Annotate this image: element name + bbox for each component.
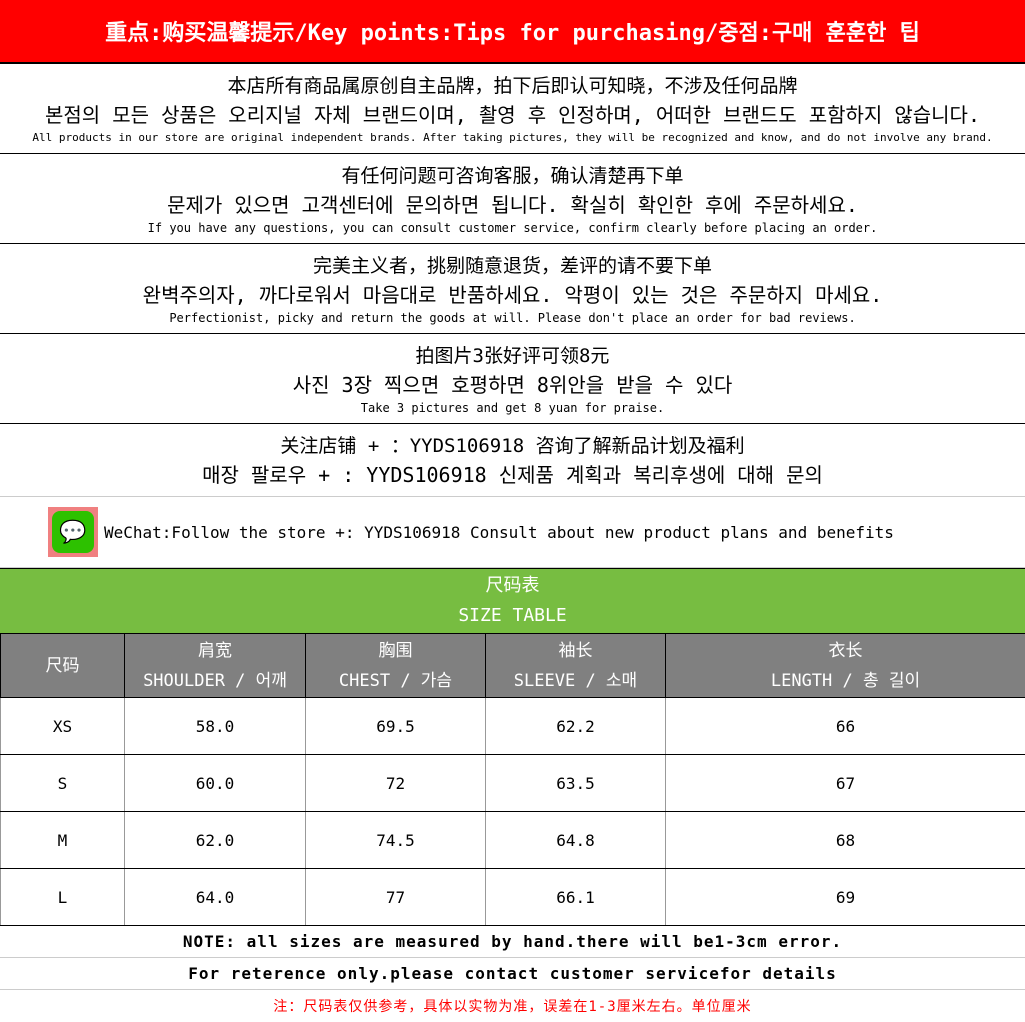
table-cell: 64.0: [124, 868, 306, 926]
wechat-icon: 💬: [48, 507, 98, 557]
table-cell: 64.8: [485, 811, 666, 869]
table-cell: XS: [0, 697, 125, 755]
tip-ko: 문제가 있으면 고객센터에 문의하면 됩니다. 확실히 확인한 후에 주문하세요…: [167, 192, 858, 217]
column-header: 尺码: [0, 633, 125, 698]
table-cell: 62.2: [485, 697, 666, 755]
table-cell: 74.5: [305, 811, 486, 869]
column-header: 衣长 LENGTH / 총 길이: [665, 633, 1025, 698]
tip-section-4: 拍图片3张好评可领8元 사진 3장 찍으면 호평하면 8위안을 받을 수 있다 …: [0, 334, 1025, 424]
column-header: 肩宽 SHOULDER / 어깨: [124, 633, 306, 698]
column-header-zh: 袖长: [558, 640, 593, 661]
table-cell: 66: [665, 697, 1025, 755]
tip-en: Take 3 pictures and get 8 yuan for prais…: [360, 400, 665, 415]
tip-ko: 본점의 모든 상품은 오리지널 자체 브랜드이며, 촬영 후 인정하며, 어떠한…: [44, 102, 980, 127]
table-cell: S: [0, 754, 125, 812]
table-row: S 60.0 72 63.5 67: [0, 754, 1025, 812]
table-row: M 62.0 74.5 64.8 68: [0, 811, 1025, 869]
column-header-zh: 衣长: [828, 640, 863, 661]
note-1: NOTE: all sizes are measured by hand.the…: [0, 926, 1025, 958]
tip-section-3: 完美主义者，挑剔随意退货，差评的请不要下单 완벽주의자, 까다로워서 마음대로 …: [0, 244, 1025, 334]
tip-en: Perfectionist, picky and return the good…: [169, 310, 856, 325]
header-title: 重点:购买温馨提示/Key points:Tips for purchasing…: [105, 21, 920, 46]
table-cell: 58.0: [124, 697, 306, 755]
column-header-zh: 胸围: [378, 640, 413, 661]
table-cell: 72: [305, 754, 486, 812]
table-cell: 67: [665, 754, 1025, 812]
tip-en: If you have any questions, you can consu…: [147, 220, 878, 235]
note-2: For reterence only.please contact custom…: [0, 958, 1025, 990]
wechat-text: WeChat:Follow the store +: YYDS106918 Co…: [104, 522, 894, 542]
table-cell: 68: [665, 811, 1025, 869]
size-table-title-en: SIZE TABLE: [458, 605, 567, 626]
tip-zh: 有任何问题可咨询客服，确认清楚再下单: [341, 164, 684, 187]
note-3: 注：尺码表仅供参考，具体以实物为准，误差在1-3厘米左右。单位厘米: [273, 999, 752, 1015]
column-header-en: CHEST / 가슴: [338, 670, 453, 691]
tip-ko: 사진 3장 찍으면 호평하면 8위안을 받을 수 있다: [292, 372, 733, 397]
tip-en: All products in our store are original i…: [32, 130, 993, 144]
tip-section-1: 本店所有商品属原创自主品牌，拍下后即认可知晓，不涉及任何品牌 본점의 모든 상품…: [0, 64, 1025, 154]
column-header-zh: 肩宽: [198, 640, 232, 661]
tip-ko: 완벽주의자, 까다로워서 마음대로 반품하세요. 악평이 있는 것은 주문하지 …: [142, 282, 883, 307]
column-header: 胸围 CHEST / 가슴: [305, 633, 486, 698]
table-cell: 77: [305, 868, 486, 926]
column-header-zh: 尺码: [45, 655, 80, 676]
tip-zh: 拍图片3张好评可领8元: [415, 344, 610, 367]
table-cell: 62.0: [124, 811, 306, 869]
tip-ko: 매장 팔로우 + : YYDS106918 신제품 계획과 복리후생에 대해 문…: [202, 463, 823, 487]
table-cell: 66.1: [485, 868, 666, 926]
tip-zh: 完美主义者，挑剔随意退货，差评的请不要下单: [312, 254, 712, 277]
table-cell: 60.0: [124, 754, 306, 812]
column-header: 袖长 SLEEVE / 소매: [485, 633, 666, 698]
tip-section-5: 关注店铺 + ：YYDS106918 咨询了解新品计划及福利 매장 팔로우 + …: [0, 424, 1025, 497]
tip-section-2: 有任何问题可咨询客服，确认清楚再下单 문제가 있으면 고객센터에 문의하면 됩니…: [0, 154, 1025, 244]
table-row: XS 58.0 69.5 62.2 66: [0, 697, 1025, 755]
wechat-row: 💬 WeChat:Follow the store +: YYDS106918 …: [0, 497, 1025, 568]
table-cell: 69.5: [305, 697, 486, 755]
tip-zh: 本店所有商品属原创自主品牌，拍下后即认可知晓，不涉及任何品牌: [227, 74, 798, 97]
tip-zh: 关注店铺 + ：YYDS106918 咨询了解新品计划及福利: [280, 435, 745, 457]
size-table: 尺码 肩宽 SHOULDER / 어깨 胸围 CHEST / 가슴 袖长 SLEEVE / …: [0, 633, 1025, 926]
table-cell: 63.5: [485, 754, 666, 812]
table-cell: M: [0, 811, 125, 869]
table-cell: 69: [665, 868, 1025, 926]
table-cell: L: [0, 868, 125, 926]
column-header-en: SHOULDER / 어깨: [143, 670, 287, 691]
table-row: L 64.0 77 66.1 69: [0, 868, 1025, 926]
size-table-title-zh: 尺码表: [485, 575, 540, 596]
page-header: 重点:购买温馨提示/Key points:Tips for purchasing…: [0, 0, 1025, 64]
column-header-en: LENGTH / 총 길이: [770, 670, 921, 691]
column-header-en: SLEEVE / 소매: [513, 670, 638, 691]
size-table-title: 尺码表 SIZE TABLE: [0, 568, 1025, 633]
